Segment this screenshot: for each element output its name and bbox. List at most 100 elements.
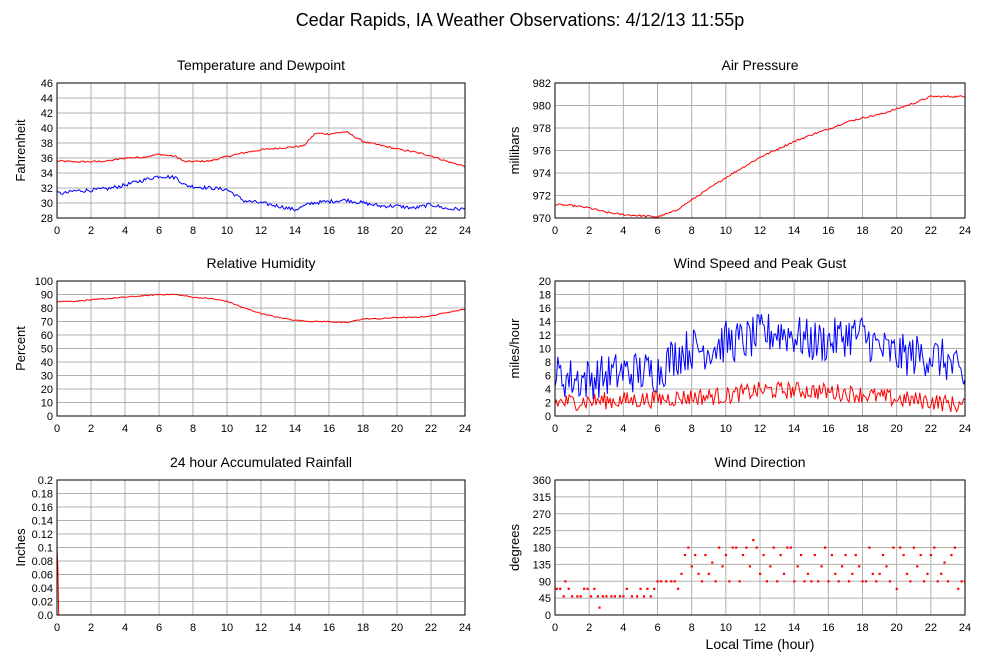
data-point [772,546,775,549]
y-tick-label: 974 [533,168,551,180]
data-point [957,587,960,590]
data-point [762,554,765,557]
data-point [885,565,888,568]
panel-title: Relative Humidity [207,255,316,271]
x-tick-label: 6 [654,225,660,237]
x-tick-label: 20 [391,225,403,237]
x-tick-label: 22 [925,225,937,237]
data-point [724,554,728,557]
data-point [871,572,874,575]
y-tick-label: 30 [41,371,53,383]
data-point [673,580,676,583]
data-point [817,580,820,583]
data-point [735,546,738,549]
x-tick-label: 0 [552,225,558,237]
data-point [610,595,613,598]
data-point [793,580,796,583]
data-point [851,572,854,575]
data-point [834,572,837,575]
y-tick-label: 360 [533,475,551,487]
x-tick-label: 16 [822,423,834,435]
x-tick-label: 18 [357,225,369,237]
x-tick-label: 8 [190,622,196,634]
y-tick-label: 44 [41,93,53,105]
data-point [905,572,909,575]
y-tick-label: 90 [41,290,53,302]
data-point [796,565,799,568]
data-point [630,595,634,598]
y-tick-label: 135 [533,559,551,571]
y-tick-label: 0.14 [32,516,53,528]
y-tick-label: 6 [545,371,551,383]
data-point [861,580,864,583]
data-point [759,572,762,575]
data-point [923,580,926,583]
data-point [714,580,717,583]
data-point [875,580,878,583]
y-tick-label: 0.16 [32,502,53,514]
data-point [803,580,806,583]
panel-title: Wind Direction [714,454,805,470]
x-tick-label: 20 [891,622,903,634]
x-tick-label: 2 [88,225,94,237]
x-tick-label: 8 [689,622,695,634]
data-point [656,580,659,583]
data-point [864,580,868,583]
x-tick-label: 24 [959,423,971,435]
data-point [738,580,741,583]
data-point [878,572,881,575]
y-tick-label: 8 [545,357,551,369]
x-tick-label: 2 [586,225,592,237]
x-tick-label: 14 [289,423,301,435]
x-tick-label: 4 [122,423,128,435]
x-tick-label: 12 [255,423,267,435]
x-tick-label: 24 [959,225,971,237]
data-point [854,554,857,557]
y-tick-label: 50 [41,344,53,356]
y-tick-label: 28 [41,213,53,225]
data-point [827,580,830,583]
y-tick-label: 20 [41,384,53,396]
series-line-0 [57,130,465,168]
data-point [745,546,748,549]
y-axis-label: miles/hour [507,318,522,379]
y-tick-label: 0 [545,411,551,423]
data-point [596,595,599,598]
x-tick-label: 14 [788,622,800,634]
data-point [697,572,700,575]
y-tick-label: 12 [539,330,551,342]
data-point [670,580,673,583]
data-point [892,546,895,549]
y-tick-label: 0.2 [38,475,53,487]
series-line-0 [57,293,465,324]
x-tick-label: 8 [190,423,196,435]
x-tick-label: 0 [54,423,60,435]
data-point [683,554,687,557]
data-point [909,580,912,583]
x-tick-label: 20 [391,622,403,634]
x-tick-label: 10 [221,225,233,237]
data-point [769,565,772,568]
data-point [646,587,649,590]
data-point [789,546,792,549]
x-tick-label: 10 [720,225,732,237]
y-tick-label: 980 [533,101,551,113]
plot-frame [56,280,466,417]
data-point [912,546,915,549]
data-point [813,554,816,557]
y-tick-label: 10 [539,344,551,356]
data-point [844,554,847,557]
x-tick-label: 10 [221,423,233,435]
series-line-1 [555,380,965,413]
data-point [694,554,697,557]
data-point [837,580,840,583]
x-tick-label: 6 [654,622,660,634]
data-point [680,572,683,575]
data-point [559,587,562,590]
x-tick-label: 24 [459,225,471,237]
data-point [806,572,810,575]
